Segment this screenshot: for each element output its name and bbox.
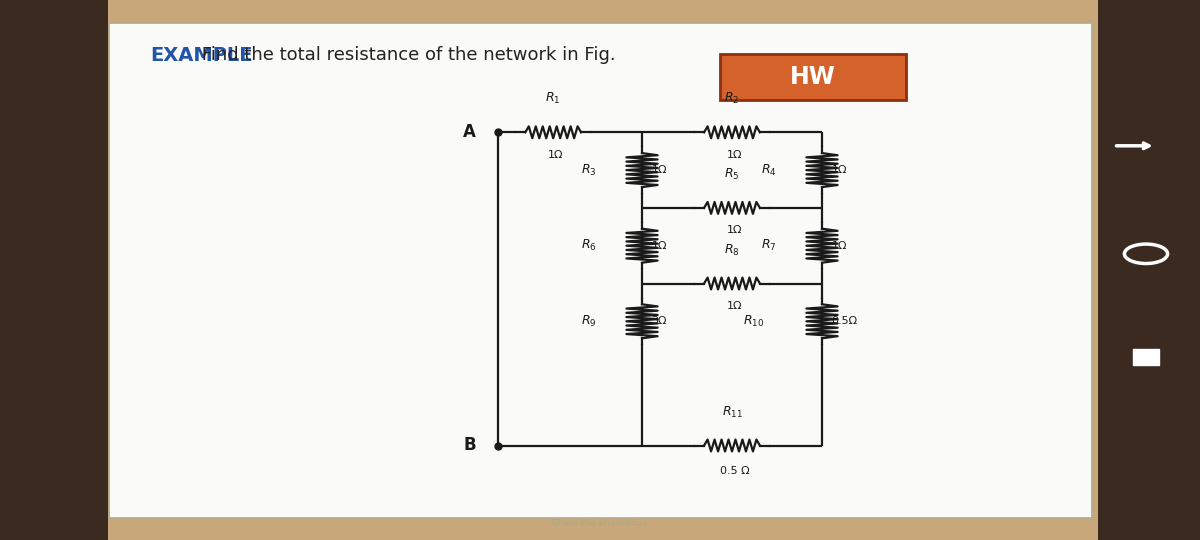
Text: Find the total resistance of the network in Fig.: Find the total resistance of the network… [150,46,616,64]
Text: 3Ω: 3Ω [652,316,667,326]
Text: $\mathbf{A}$: $\mathbf{A}$ [462,123,476,141]
Text: $R_7$: $R_7$ [761,238,776,253]
Text: $R_9$: $R_9$ [581,314,596,329]
Text: Share the knowledge: Share the knowledge [552,519,648,529]
Text: 1Ω: 1Ω [652,165,667,175]
Text: HW: HW [790,65,835,89]
Text: 0.5Ω: 0.5Ω [832,316,858,326]
Text: 1Ω: 1Ω [548,150,563,160]
Text: $R_1$: $R_1$ [546,91,560,106]
Text: $\mathbf{B}$: $\mathbf{B}$ [463,436,476,455]
Text: 1Ω: 1Ω [727,301,742,311]
Text: 1Ω: 1Ω [727,225,742,235]
Text: $R_{10}$: $R_{10}$ [743,314,764,329]
Text: $R_4$: $R_4$ [761,163,776,178]
Text: EXAMPLE: EXAMPLE [150,46,252,65]
Bar [1098,0,1200,540]
Text: $R_5$: $R_5$ [725,167,739,182]
Text: $R_2$: $R_2$ [725,91,739,106]
Bar [1133,349,1159,364]
Text: 1Ω: 1Ω [652,241,667,251]
Bar [0,0,108,540]
Text: 0.5 Ω: 0.5 Ω [720,466,749,476]
FancyBboxPatch shape [720,54,906,100]
Text: 1Ω: 1Ω [727,150,742,160]
Text: $R_3$: $R_3$ [581,163,596,178]
Text: $R_8$: $R_8$ [724,242,740,258]
Text: $R_{11}$: $R_{11}$ [721,404,743,420]
Text: 1Ω: 1Ω [832,241,847,251]
Text: $R_6$: $R_6$ [581,238,596,253]
Text: 1Ω: 1Ω [832,165,847,175]
FancyBboxPatch shape [108,22,1092,518]
